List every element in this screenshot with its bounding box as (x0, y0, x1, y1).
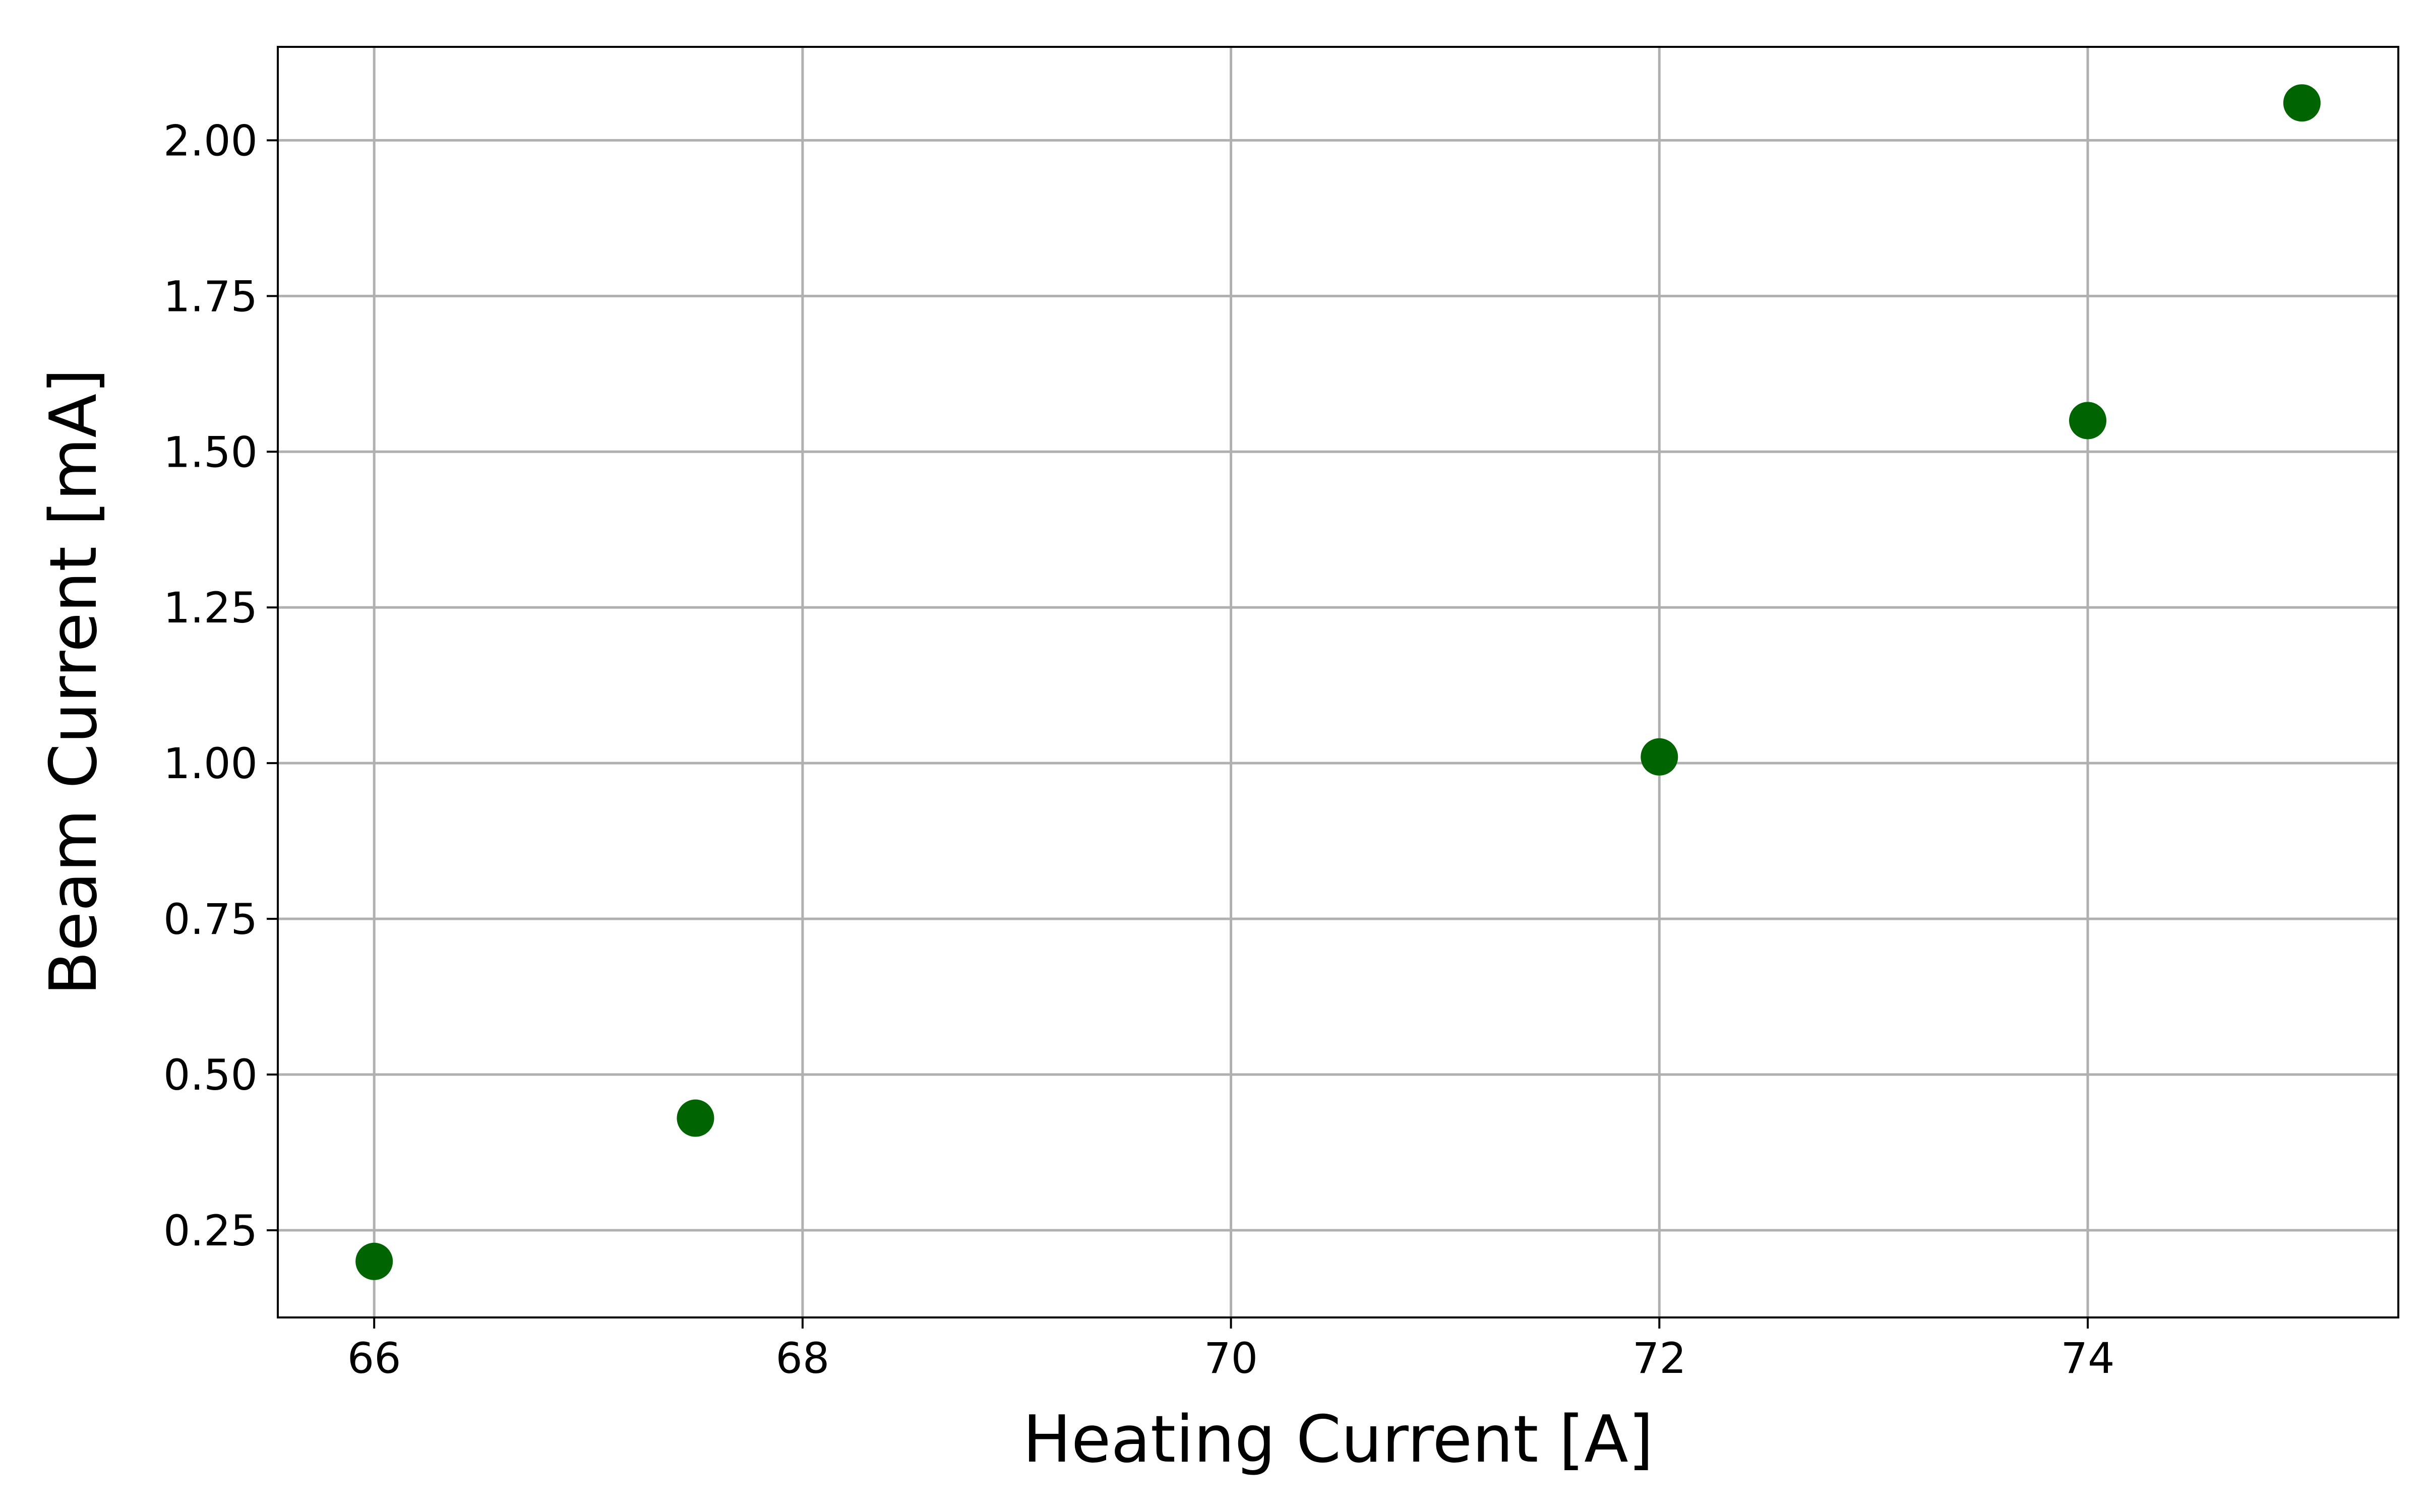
grid (278, 47, 2398, 1317)
y-tick-label: 1.75 (163, 272, 258, 321)
x-axis-label: Heating Current [A] (1022, 1402, 1653, 1477)
y-tick-label: 1.25 (163, 583, 258, 633)
data-point (677, 1099, 714, 1137)
y-axis-label: Beam Current [mA] (36, 368, 111, 995)
data-point (1641, 738, 1678, 776)
axes-frame (277, 46, 2399, 1318)
data-point (2283, 84, 2321, 122)
y-tick-label: 0.50 (163, 1050, 258, 1100)
y-tick-label: 1.50 (163, 427, 258, 477)
x-tick-label: 74 (2061, 1334, 2115, 1383)
y-tick-label: 1.00 (163, 739, 258, 788)
data-point (2069, 402, 2106, 439)
y-tick-label: 0.75 (163, 895, 258, 944)
x-tick-label: 70 (1204, 1334, 1258, 1383)
y-tick-label: 2.00 (163, 116, 258, 165)
marks (355, 84, 2321, 1280)
x-tick-label: 72 (1632, 1334, 1686, 1383)
y-tick-label: 0.25 (163, 1206, 258, 1255)
x-tick-label: 66 (347, 1334, 401, 1383)
x-tick-label: 68 (775, 1334, 829, 1383)
data-point (355, 1242, 393, 1280)
